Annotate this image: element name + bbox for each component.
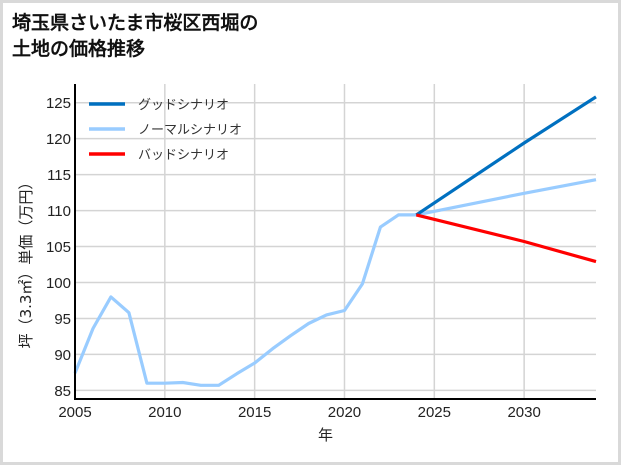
- y-tick-label: 115: [47, 167, 71, 184]
- series-line: [415, 213, 597, 264]
- legend-label: バッドシナリオ: [138, 148, 229, 163]
- series-line: [415, 95, 597, 217]
- series-line: [73, 178, 597, 387]
- y-tick-label: 125: [46, 95, 71, 112]
- y-tick-label: 95: [54, 311, 71, 328]
- tick-labels: 85 90 95 100 105 110 115 120 125 2005 2010 2015 2020…: [46, 95, 541, 421]
- x-tick-label: 2005: [58, 404, 91, 421]
- y-tick-label: 90: [54, 347, 71, 364]
- y-tick-label: 100: [46, 275, 71, 292]
- y-tick-label: 85: [54, 383, 71, 400]
- series-lines: [73, 95, 597, 387]
- x-tick-label: 2025: [418, 404, 451, 421]
- gridlines: [75, 84, 596, 399]
- x-tick-label: 2030: [507, 404, 540, 421]
- x-tick-label: 2010: [148, 404, 181, 421]
- axes: [74, 84, 596, 400]
- x-tick-label: 2015: [238, 404, 271, 421]
- y-tick-label: 105: [46, 239, 71, 256]
- legend-label: ノーマルシナリオ: [138, 123, 242, 138]
- legend-label: グッドシナリオ: [138, 98, 229, 113]
- y-tick-label: 120: [46, 131, 71, 148]
- y-tick-label: 110: [47, 203, 71, 220]
- x-tick-label: 2020: [328, 404, 361, 421]
- x-axis-label: 年: [318, 426, 333, 444]
- chart-title: 埼玉県さいたま市桜区西堀の 土地の価格推移: [12, 12, 259, 60]
- y-axis-label: 坪（3.3㎡）単価（万円）: [17, 175, 35, 349]
